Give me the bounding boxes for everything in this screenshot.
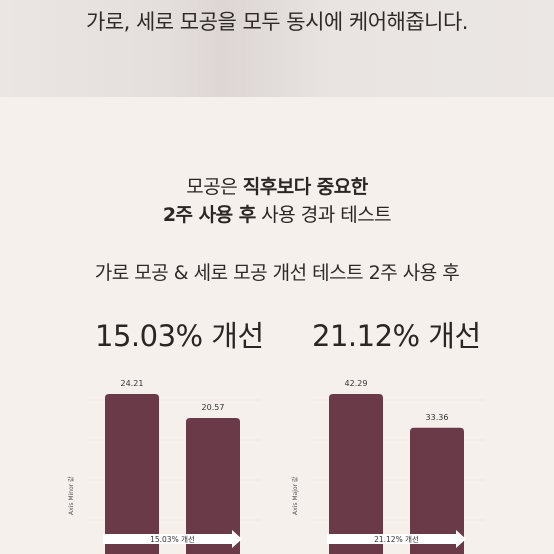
left-result-value: 15.03% 개선 <box>95 319 264 353</box>
axis-minor-chart: 24.21 20.57 15.03% 개선 Axis Minor 값 <box>60 360 260 554</box>
test-subheading: 가로 모공 & 세로 모공 개선 테스트 2주 사용 후 <box>94 262 460 284</box>
bar <box>105 394 159 554</box>
improvement-arrow <box>327 530 466 548</box>
axis-major-chart-svg: 42.29 33.36 21.12% 개선 <box>314 379 484 554</box>
heading-line-2-bold: 2주 사용 후 <box>162 204 256 226</box>
heading-line-1: 모공은 직후보다 중요한 <box>0 172 554 199</box>
heading-line-1-bold: 직후보다 중요한 <box>242 176 368 198</box>
bar <box>329 394 383 554</box>
axis-major-chart: 42.29 33.36 21.12% 개선 Axis Major 값 <box>284 360 484 554</box>
bar-value-label: 24.21 <box>121 379 144 388</box>
bar-value-label: 42.29 <box>345 379 368 388</box>
improvement-label: 15.03% 개선 <box>150 534 195 544</box>
bar-value-label: 20.57 <box>202 403 225 412</box>
heading-line-1-pre: 모공은 <box>186 176 243 198</box>
axis-minor-chart-svg: 24.21 20.57 15.03% 개선 <box>90 379 260 554</box>
right-result-value: 21.12% 개선 <box>312 319 481 353</box>
improvement-label: 21.12% 개선 <box>374 534 419 544</box>
heading-line-2: 2주 사용 후 사용 경과 테스트 <box>0 200 554 227</box>
improvement-arrow <box>103 530 242 548</box>
bar <box>410 427 464 554</box>
top-banner: 가로, 세로 모공을 모두 동시에 케어해줍니다. <box>0 0 554 97</box>
bar <box>186 418 240 554</box>
axis-minor-ylabel: Axis Minor 값 <box>68 476 75 515</box>
banner-text: 가로, 세로 모공을 모두 동시에 케어해줍니다. <box>86 10 469 34</box>
axis-major-ylabel: Axis Major 값 <box>292 476 299 515</box>
heading-line-2-post: 사용 경과 테스트 <box>255 204 392 226</box>
bar-value-label: 33.36 <box>426 413 449 422</box>
